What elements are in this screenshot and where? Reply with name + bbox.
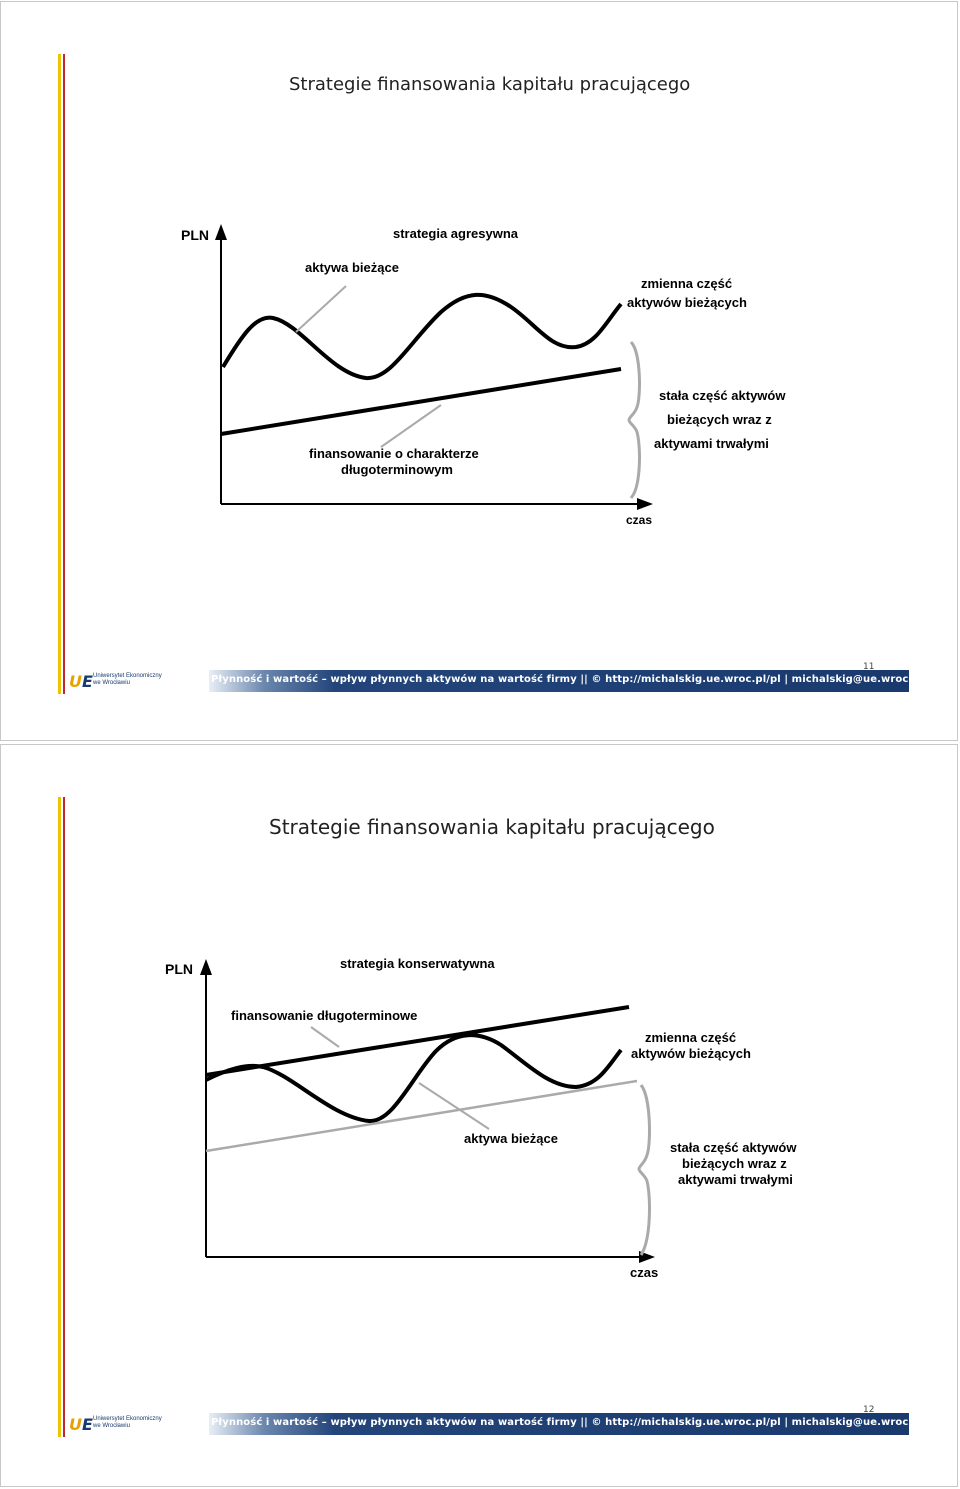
financing-label-2: długoterminowym: [341, 462, 453, 477]
footer-text[interactable]: Płynność i wartość – wpływ płynnych akty…: [211, 1417, 924, 1428]
fixed-part-label-3: aktywami trwałymi: [678, 1172, 793, 1187]
current-assets-label: aktywa bieżące: [305, 260, 399, 275]
fixed-part-brace: [627, 340, 641, 500]
x-axis-label: czas: [626, 513, 652, 527]
current-assets-curve: [221, 292, 623, 381]
variable-part-label-2: aktywów bieżących: [627, 295, 747, 310]
variable-part-label-1: zmienna część: [645, 1030, 736, 1045]
aggressive-strategy-diagram: PLN czas strategia agresywna aktywa bież…: [181, 224, 786, 527]
fixed-part-label-2: bieżących wraz z: [682, 1156, 787, 1171]
accent-bar-red: [63, 54, 65, 694]
slide-12: Strategie finansowania kapitału pracując…: [0, 744, 958, 1487]
fixed-part-line: [205, 1079, 638, 1153]
fixed-part-label-1: stała część aktywów: [659, 388, 786, 403]
pointer-financing: [380, 404, 442, 448]
y-axis-label: PLN: [165, 961, 193, 977]
university-logo: UE Uniwersytet Ekonomiczny we Wrocławiu: [69, 1413, 209, 1435]
long-term-financing-line: [205, 1005, 630, 1077]
footer-bar: [209, 1413, 909, 1435]
university-logo: UE Uniwersytet Ekonomiczny we Wrocławiu: [69, 670, 209, 692]
footer-text[interactable]: Płynność i wartość – wpływ płynnych akty…: [211, 674, 924, 685]
pointer-current-assets: [418, 1082, 490, 1130]
ue-logo-icon: UE: [69, 672, 93, 691]
slide-title: Strategie finansowania kapitału pracując…: [269, 815, 715, 839]
logo-text: Uniwersytet Ekonomiczny we Wrocławiu: [93, 1416, 162, 1429]
pointer-financing: [310, 1026, 340, 1048]
accent-bar-yellow: [58, 54, 61, 694]
variable-part-label-1: zmienna część: [641, 276, 732, 291]
long-term-financing-line: [220, 367, 622, 436]
page-number: 12: [863, 1405, 875, 1415]
variable-part-label-2: aktywów bieżących: [631, 1046, 751, 1061]
fixed-part-label-3: aktywami trwałymi: [654, 436, 769, 451]
current-assets-curve: [205, 1033, 623, 1123]
conservative-strategy-diagram: PLN czas strategia konserwatywna finanso…: [165, 956, 797, 1280]
pointer-current-assets: [295, 285, 347, 333]
footer-bar: [209, 670, 909, 692]
x-axis-label: czas: [630, 1265, 658, 1280]
ue-logo-icon: UE: [69, 1415, 93, 1434]
slide-title: Strategie finansowania kapitału pracując…: [289, 74, 691, 95]
accent-bar-red: [63, 797, 65, 1437]
y-axis-label: PLN: [181, 227, 209, 243]
current-assets-label: aktywa bieżące: [464, 1131, 558, 1146]
page-number: 11: [863, 662, 875, 672]
financing-label: finansowanie długoterminowe: [231, 1008, 417, 1023]
logo-text: Uniwersytet Ekonomiczny we Wrocławiu: [93, 673, 162, 686]
fixed-part-brace: [637, 1084, 651, 1256]
slide-footer: UE Uniwersytet Ekonomiczny we Wrocławiu …: [59, 668, 923, 692]
strategy-label: strategia konserwatywna: [340, 956, 495, 971]
y-axis-arrow-icon: [200, 959, 212, 975]
fixed-part-label-2: bieżących wraz z: [667, 412, 772, 427]
x-axis-arrow-icon: [637, 498, 653, 510]
financing-label-1: finansowanie o charakterze: [309, 446, 479, 461]
accent-bar-yellow: [58, 797, 61, 1437]
strategy-label: strategia agresywna: [393, 226, 519, 241]
slide-footer: UE Uniwersytet Ekonomiczny we Wrocławiu …: [59, 1411, 923, 1435]
fixed-part-label-1: stała część aktywów: [670, 1140, 797, 1155]
y-axis-arrow-icon: [215, 224, 227, 240]
slide-11: Strategie finansowania kapitału pracując…: [0, 1, 958, 741]
